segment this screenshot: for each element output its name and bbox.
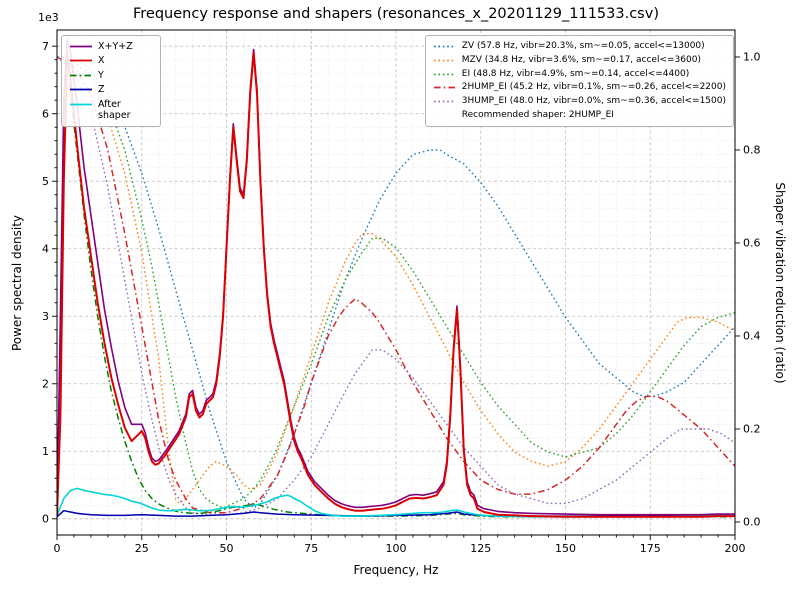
legend-psd: X+Y+Z X Y Z After shaper (61, 35, 161, 128)
y-right-tick-label: 0.8 (743, 144, 761, 157)
legend-item: X+Y+Z (69, 41, 153, 52)
recommended-shaper-note: Recommended shaper: 2HUMP_EI (461, 109, 614, 120)
legend-label: X (98, 55, 105, 67)
series-x (57, 52, 735, 518)
legend-shapers: ZV (57.8 Hz, vibr=20.3%, sm~=0.05, accel… (424, 35, 734, 127)
legend-label: Y (98, 69, 104, 81)
y-right-tick-label: 0.2 (743, 423, 761, 436)
x-tick-label: 100 (386, 542, 407, 555)
legend-label: 2HUMP_EI (45.2 Hz, vibr=0.1%, sm~=0.26, … (461, 82, 726, 93)
series-3hump-ei (57, 56, 735, 516)
y-left-tick-label: 2 (42, 377, 49, 390)
series-ei (57, 56, 735, 509)
x-tick-label: 25 (135, 542, 149, 555)
y-left-tick-label: 6 (42, 107, 49, 120)
legend-item: 2HUMP_EI (45.2 Hz, vibr=0.1%, sm~=0.26, … (433, 82, 726, 93)
legend-item: Y (69, 70, 153, 81)
y-axis-label-left: Power spectral density (10, 214, 24, 352)
legend-label: EI (48.8 Hz, vibr=4.9%, sm~=0.14, accel<… (461, 68, 690, 79)
y-right-tick-label: 0.4 (743, 330, 761, 343)
legend-line-swatch (70, 45, 92, 48)
y-right-tick-label: 1.0 (743, 51, 761, 64)
y-left-tick-label: 5 (42, 175, 49, 188)
legend-item: X (69, 55, 153, 66)
x-tick-label: 125 (470, 542, 491, 555)
legend-line-swatch (433, 87, 456, 89)
legend-item: 3HUMP_EI (48.0 Hz, vibr=0.0%, sm~=0.36, … (433, 96, 726, 107)
x-tick-label: 0 (54, 542, 61, 555)
x-axis-label: Frequency, Hz (353, 563, 439, 577)
legend-label: Z (98, 84, 105, 96)
legend-item: EI (48.8 Hz, vibr=4.9%, sm~=0.14, accel<… (433, 69, 726, 80)
legend-line-swatch (433, 100, 456, 103)
y-right-tick-label: 0.0 (743, 516, 761, 529)
y-left-tick-label: 7 (42, 40, 49, 53)
legend-item: After shaper (69, 99, 153, 122)
series-2hump-ei (57, 56, 735, 514)
chart-title: Frequency response and shapers (resonanc… (133, 6, 659, 22)
legend-line-swatch (433, 45, 456, 48)
legend-line-swatch (70, 88, 92, 91)
legend-item: ZV (57.8 Hz, vibr=20.3%, sm~=0.05, accel… (433, 41, 726, 52)
legend-item: Z (69, 84, 153, 95)
x-tick-label: 175 (640, 542, 661, 555)
y-axis-offset-text: 1e3 (38, 11, 59, 24)
x-tick-label: 50 (220, 542, 234, 555)
legend-line-swatch (70, 103, 92, 105)
legend-line-swatch (70, 60, 92, 62)
legend-label: X+Y+Z (98, 41, 133, 52)
legend-line-swatch (433, 73, 456, 75)
x-tick-label: 200 (725, 542, 746, 555)
x-tick-label: 75 (304, 542, 318, 555)
y-axis-label-right: Shaper vibration reduction (ratio) (773, 182, 787, 384)
y-left-tick-label: 1 (42, 445, 49, 458)
legend-label: ZV (57.8 Hz, vibr=20.3%, sm~=0.05, accel… (461, 41, 705, 51)
legend-line-swatch (70, 74, 92, 77)
x-tick-label: 150 (555, 542, 576, 555)
y-left-tick-label: 3 (42, 310, 49, 323)
legend-label: 3HUMP_EI (48.0 Hz, vibr=0.0%, sm~=0.36, … (461, 96, 726, 107)
legend-line-swatch (433, 59, 456, 62)
y-left-tick-label: 4 (42, 242, 49, 255)
series-mzv (57, 56, 735, 505)
legend-item: MZV (34.8 Hz, vibr=3.6%, sm~=0.17, accel… (433, 55, 726, 66)
y-right-tick-label: 0.6 (743, 237, 761, 250)
y-left-tick-label: 0 (42, 512, 49, 525)
series-after-shaper (57, 487, 735, 518)
legend-label: MZV (34.8 Hz, vibr=3.6%, sm~=0.17, accel… (461, 54, 701, 65)
legend-shapers-rows: ZV (57.8 Hz, vibr=20.3%, sm~=0.05, accel… (433, 41, 726, 107)
legend-label: After shaper (98, 98, 131, 121)
